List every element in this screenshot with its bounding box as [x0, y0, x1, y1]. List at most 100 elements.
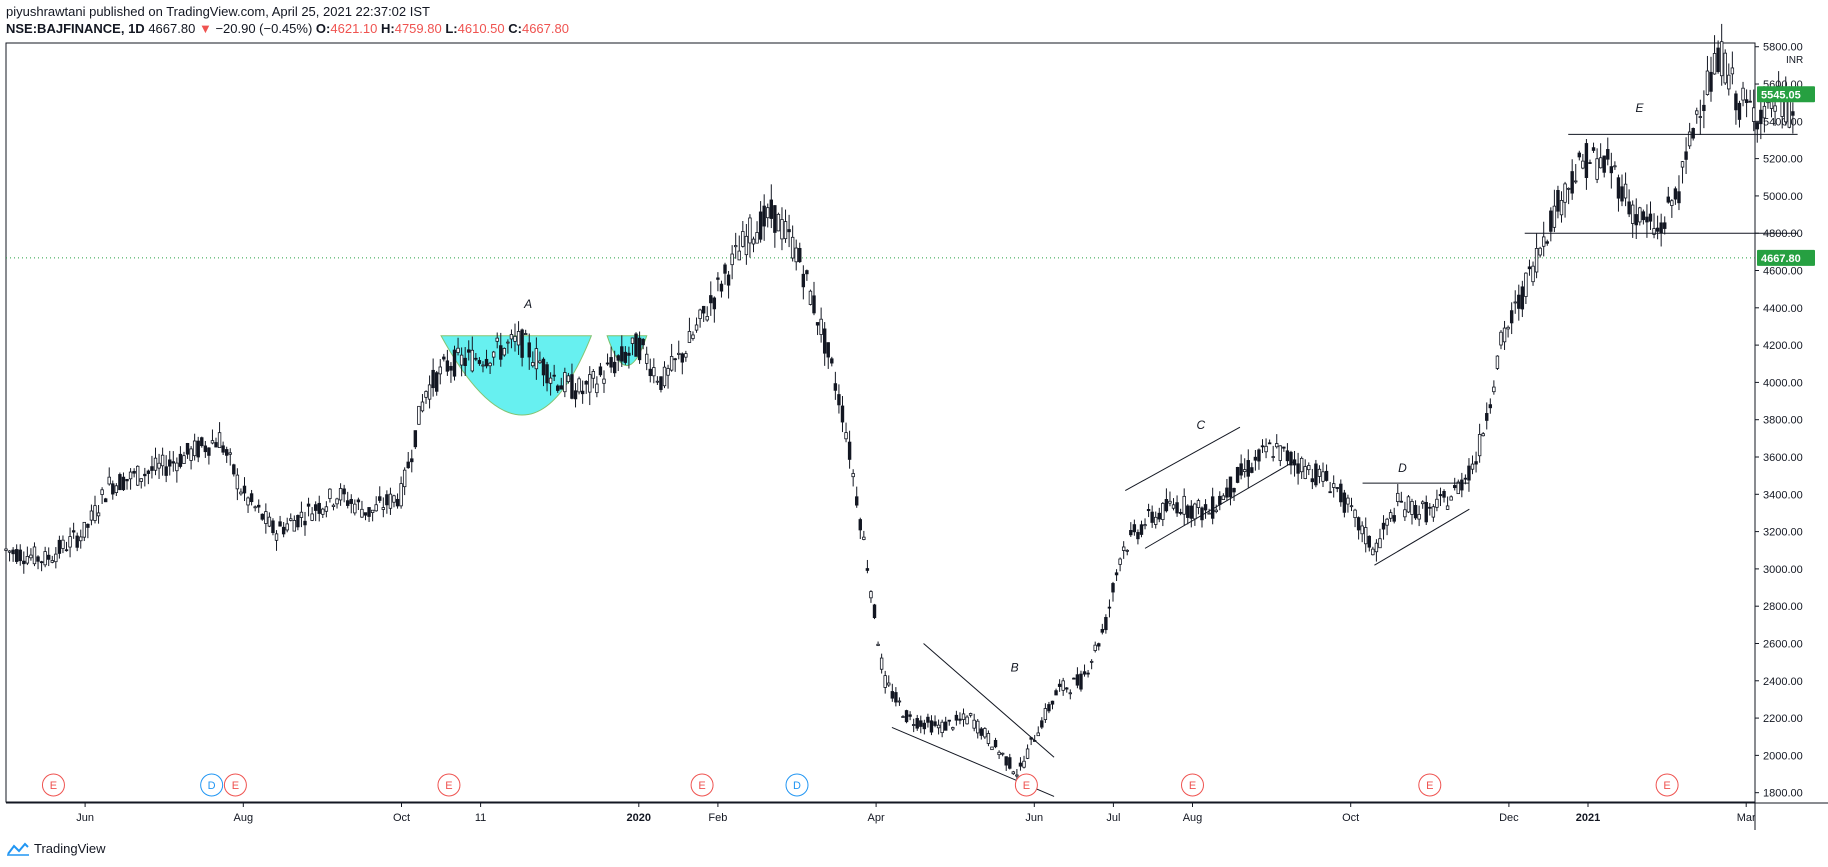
dividend-marker-icon[interactable] — [785, 773, 809, 797]
candle-body — [1086, 672, 1090, 675]
candle-body — [1712, 53, 1717, 75]
candle-body — [399, 483, 403, 507]
last-price-badge-bg — [1757, 249, 1815, 266]
candle-body — [1072, 677, 1076, 680]
candle-body — [1225, 487, 1229, 498]
candle-body — [296, 515, 300, 528]
earnings-marker-icon[interactable] — [1418, 773, 1442, 797]
candle-body — [360, 508, 364, 518]
candle-body — [1609, 166, 1614, 174]
candle-body — [748, 217, 752, 244]
open-value: 4621.10 — [330, 21, 378, 36]
candle-body — [1303, 466, 1307, 479]
candle-body — [1424, 502, 1428, 523]
candle-body — [520, 329, 524, 358]
candle-body — [709, 295, 713, 304]
trendline-b-upper[interactable] — [923, 643, 1055, 758]
candle-body — [1164, 499, 1169, 512]
y-tick-label: 2200.00 — [1763, 713, 1803, 725]
candle-body — [1118, 558, 1122, 565]
low-label: L: — [445, 21, 458, 36]
candle-body — [1538, 247, 1542, 256]
candle-body — [944, 721, 948, 731]
trendline-c-upper[interactable] — [1125, 426, 1241, 492]
candle-body — [1260, 445, 1265, 448]
candle-body — [324, 506, 329, 512]
earnings-marker-icon[interactable] — [41, 773, 65, 797]
candle-body — [808, 290, 813, 305]
candle-body — [25, 556, 30, 564]
candle-body — [22, 560, 26, 565]
candle-body — [217, 432, 222, 449]
candle-body — [463, 357, 467, 366]
candle-body — [1178, 512, 1183, 514]
candle-body — [901, 716, 905, 718]
candle-body — [915, 718, 919, 729]
candle-body — [556, 385, 560, 391]
candle-body — [1630, 204, 1635, 224]
candle-body — [1250, 467, 1254, 473]
candle-body — [349, 498, 353, 504]
candle-body — [1207, 512, 1211, 515]
candle-body — [1488, 404, 1493, 409]
candle-body — [726, 274, 731, 286]
candle-body — [427, 384, 432, 400]
candle-body — [534, 348, 539, 370]
candle-body — [1702, 104, 1706, 112]
candle-body — [50, 560, 54, 563]
candle-body — [395, 498, 400, 507]
candle-body — [1175, 502, 1179, 514]
candle-body — [1271, 456, 1275, 458]
candle-body — [730, 253, 734, 266]
candle-body — [1741, 87, 1745, 101]
earnings-marker-icon[interactable] — [1181, 773, 1204, 797]
candle-body — [1591, 147, 1596, 151]
trendline-d-support[interactable] — [1374, 508, 1470, 566]
candle-body — [1542, 236, 1546, 247]
candle-body — [1146, 509, 1151, 512]
change-value: −20.90 (−0.45%) — [215, 21, 313, 36]
candle-body — [1111, 583, 1115, 593]
earnings-marker-icon[interactable] — [690, 773, 714, 797]
candle-body — [7, 550, 12, 553]
candle-body — [29, 554, 33, 559]
earnings-marker-icon[interactable] — [223, 773, 247, 797]
footer-brand[interactable]: TradingView — [6, 841, 106, 856]
candle-body — [484, 358, 489, 367]
candle-body — [602, 378, 606, 384]
y-tick-label: 4800.00 — [1763, 228, 1803, 240]
x-tick-label: Dec — [1499, 812, 1519, 824]
candle-body — [89, 510, 94, 521]
candle-body — [1716, 47, 1720, 73]
dividend-marker-icon[interactable] — [200, 773, 224, 797]
candle-body — [933, 721, 937, 726]
candle-body — [1460, 479, 1464, 491]
candle-body — [976, 720, 980, 734]
candle-body — [1196, 500, 1201, 508]
candle-body — [894, 692, 898, 703]
candle-body — [1709, 71, 1713, 92]
candle-body — [762, 205, 766, 227]
candle-body — [1374, 542, 1379, 553]
candle-body — [11, 549, 15, 555]
candle-body — [47, 554, 51, 560]
event-marker-label: E — [232, 780, 239, 792]
earnings-marker-icon[interactable] — [1014, 773, 1038, 797]
earnings-marker-icon[interactable] — [1655, 773, 1679, 797]
trendline-c-lower[interactable] — [1144, 460, 1296, 549]
candle-body — [847, 441, 852, 460]
candle-body — [175, 462, 179, 472]
earnings-marker-icon[interactable] — [437, 773, 461, 797]
candle-body — [1214, 509, 1218, 513]
candle-body — [1011, 771, 1016, 775]
candle-body — [1267, 442, 1272, 445]
candle-body — [96, 512, 101, 517]
candle-body — [1036, 732, 1040, 737]
candle-body — [1602, 155, 1606, 173]
candle-body — [253, 506, 257, 509]
candle-body — [1257, 449, 1261, 462]
symbol-name[interactable]: NSE:BAJFINANCE, 1D — [6, 21, 145, 36]
candle-body — [1314, 463, 1318, 486]
candle-body — [623, 351, 628, 363]
